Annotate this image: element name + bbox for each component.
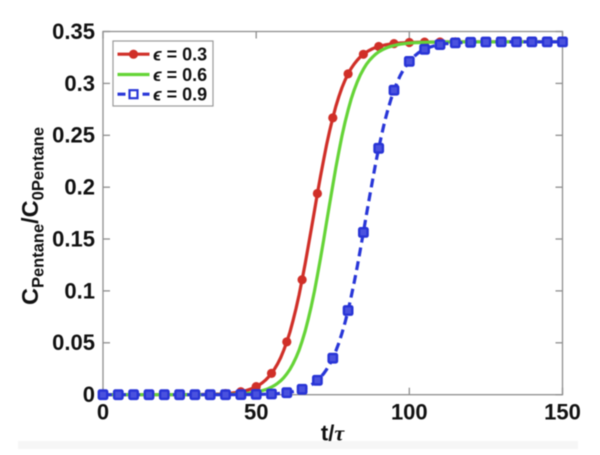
svg-text:0.1: 0.1 (64, 278, 95, 303)
svg-text:t/τ: t/τ (321, 421, 345, 446)
svg-text:50: 50 (244, 400, 268, 425)
svg-text:0: 0 (97, 400, 109, 425)
svg-text:ϵ = 0.9: ϵ = 0.9 (153, 85, 207, 105)
svg-text:0.35: 0.35 (52, 19, 95, 44)
svg-text:0.25: 0.25 (52, 123, 95, 148)
svg-text:0.3: 0.3 (64, 71, 95, 96)
svg-text:0.2: 0.2 (64, 175, 95, 200)
svg-text:0.15: 0.15 (52, 226, 95, 251)
svg-text:ϵ = 0.6: ϵ = 0.6 (153, 65, 207, 85)
svg-text:0: 0 (83, 382, 95, 407)
svg-text:ϵ = 0.3: ϵ = 0.3 (153, 45, 207, 65)
svg-text:100: 100 (391, 400, 428, 425)
svg-text:150: 150 (544, 400, 581, 425)
svg-text:0.05: 0.05 (52, 330, 95, 355)
